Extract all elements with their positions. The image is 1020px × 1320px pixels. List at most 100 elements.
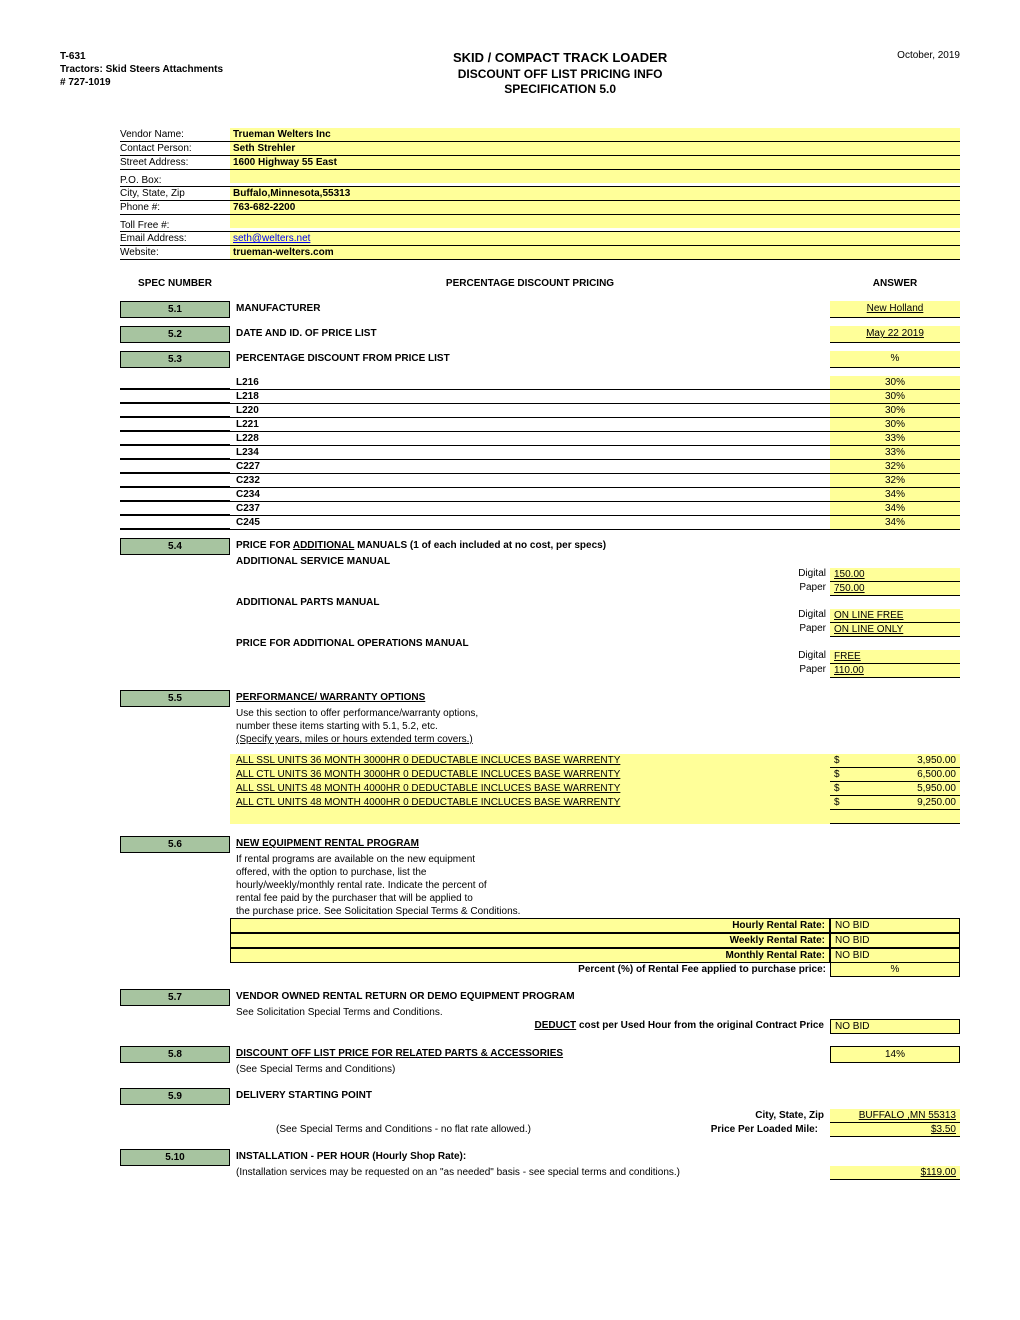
ops-manual-row: PRICE FOR ADDITIONAL OPERATIONS MANUAL: [120, 637, 960, 650]
rental-line1: If rental programs are available on the …: [230, 853, 960, 866]
ops-digital-row: Digital FREE: [120, 650, 960, 664]
model-row: C23434%: [120, 488, 960, 502]
spec-title: DISCOUNT OFF LIST PRICE FOR RELATED PART…: [230, 1046, 830, 1063]
vendor-label: Website:: [120, 247, 230, 258]
model-name: L234: [230, 446, 830, 459]
model-name: L221: [230, 418, 830, 431]
install-row: (Installation services may be requested …: [120, 1166, 960, 1180]
rental-line4: rental fee paid by the purchaser that wi…: [230, 892, 960, 905]
paper-label: Paper: [770, 623, 830, 637]
col-description: PERCENTAGE DISCOUNT PRICING: [230, 278, 830, 289]
spec-number: 5.5: [120, 690, 230, 707]
model-row: L22833%: [120, 432, 960, 446]
weekly-label: Weekly Rental Rate:: [230, 933, 830, 948]
ops-paper-row: Paper 110.00: [120, 664, 960, 678]
weekly-value: NO BID: [830, 933, 960, 948]
rental-line3: hourly/weekly/monthly rental rate. Indic…: [230, 879, 960, 892]
vendor-row: Email Address:seth@welters.net: [120, 232, 960, 246]
spec-title: PERFORMANCE/ WARRANTY OPTIONS: [230, 690, 830, 707]
spec-5-5: 5.5 PERFORMANCE/ WARRANTY OPTIONS: [120, 690, 960, 707]
spec-title: VENDOR OWNED RENTAL RETURN OR DEMO EQUIP…: [230, 989, 830, 1006]
deduct-rest: cost per Used Hour from the original Con…: [576, 1020, 824, 1031]
hourly-rental-row: Hourly Rental Rate: NO BID: [230, 918, 960, 933]
model-row: L22030%: [120, 404, 960, 418]
vendor-value: trueman-welters.com: [230, 246, 960, 259]
model-discount: 34%: [830, 516, 960, 529]
warranty-empty-row: [120, 810, 960, 824]
vendor-row: Vendor Name:Trueman Welters Inc: [120, 128, 960, 142]
spec-desc: PRICE FOR ADDITIONAL MANUALS (1 of each …: [230, 538, 830, 555]
paper-label: Paper: [770, 582, 830, 596]
model-name: C227: [230, 460, 830, 473]
vendor-value: [230, 215, 960, 228]
model-name: C245: [230, 516, 830, 529]
spec-number: 5.6: [120, 836, 230, 853]
monthly-label: Monthly Rental Rate:: [230, 948, 830, 963]
spec-5-9: 5.9 DELIVERY STARTING POINT: [120, 1088, 960, 1105]
model-row: C23734%: [120, 502, 960, 516]
model-name: C234: [230, 488, 830, 501]
service-paper-value: 750.00: [830, 582, 960, 596]
spec-number: 5.1: [120, 301, 230, 318]
digital-label: Digital: [770, 650, 830, 664]
doc-category: Tractors: Skid Steers Attachments: [60, 63, 223, 76]
deduct-label: DEDUCT cost per Used Hour from the origi…: [230, 1019, 830, 1034]
warranty-row: ALL CTL UNITS 36 MONTH 3000HR 0 DEDUCTAB…: [120, 768, 960, 782]
warranty-price: $9,250.00: [830, 796, 960, 810]
model-discount: 30%: [830, 390, 960, 403]
city-label: City, State, Zip: [230, 1109, 830, 1123]
service-paper-row: Paper 750.00: [120, 582, 960, 596]
mile-label: Price Per Loaded Mile:: [711, 1124, 824, 1136]
vendor-value[interactable]: seth@welters.net: [230, 232, 960, 245]
parts-paper-value: ON LINE ONLY: [830, 623, 960, 637]
warranty-line1: Use this section to offer performance/wa…: [230, 707, 960, 720]
hourly-label: Hourly Rental Rate:: [230, 918, 830, 933]
service-manual-label: ADDITIONAL SERVICE MANUAL: [230, 555, 960, 568]
deduct-row: DEDUCT cost per Used Hour from the origi…: [120, 1019, 960, 1034]
pct-rental-row: Percent (%) of Rental Fee applied to pur…: [230, 963, 960, 977]
parts-note: (See Special Terms and Conditions): [230, 1063, 960, 1076]
header-center: SKID / COMPACT TRACK LOADER DISCOUNT OFF…: [453, 50, 667, 98]
model-row: C22732%: [120, 460, 960, 474]
model-discount: 32%: [830, 460, 960, 473]
pct-label: Percent (%) of Rental Fee applied to pur…: [230, 963, 830, 977]
delivery-mile-row: (See Special Terms and Conditions - no f…: [120, 1123, 960, 1137]
col-spec-number: SPEC NUMBER: [120, 278, 230, 289]
page-subtitle-2: SPECIFICATION 5.0: [453, 82, 667, 98]
model-row: C24534%: [120, 516, 960, 530]
ops-paper-value: 110.00: [830, 664, 960, 678]
spec-number: 5.4: [120, 538, 230, 555]
weekly-rental-row: Weekly Rental Rate: NO BID: [230, 933, 960, 948]
parts-paper-row: Paper ON LINE ONLY: [120, 623, 960, 637]
page-title: SKID / COMPACT TRACK LOADER: [453, 50, 667, 67]
model-discount: 30%: [830, 418, 960, 431]
digital-label: Digital: [770, 568, 830, 582]
vendor-label: City, State, Zip: [120, 188, 230, 199]
model-discount: 33%: [830, 446, 960, 459]
spec-number: 5.10: [120, 1149, 230, 1166]
warranty-row: ALL SSL UNITS 48 MONTH 4000HR 0 DEDUCTAB…: [120, 782, 960, 796]
model-name: L220: [230, 404, 830, 417]
vendor-label: Phone #:: [120, 202, 230, 213]
vendor-label: P.O. Box:: [120, 175, 230, 186]
spec-title: INSTALLATION - PER HOUR (Hourly Shop Rat…: [230, 1149, 830, 1166]
vendor-value: Seth Strehler: [230, 142, 960, 155]
warranty-desc: ALL SSL UNITS 36 MONTH 3000HR 0 DEDUCTAB…: [230, 754, 830, 768]
model-discount: 30%: [830, 376, 960, 389]
label-manuals: MANUALS (1 of each included at no cost, …: [354, 540, 606, 551]
doc-number: # 727-1019: [60, 76, 223, 89]
vendor-label: Contact Person:: [120, 143, 230, 154]
vendor-row: Contact Person:Seth Strehler: [120, 142, 960, 156]
spec-answer: May 22 2019: [830, 326, 960, 343]
vendor-row: P.O. Box:: [120, 170, 960, 187]
model-name: L228: [230, 432, 830, 445]
warranty-price: $6,500.00: [830, 768, 960, 782]
spacer: [830, 538, 960, 555]
model-row: L22130%: [120, 418, 960, 432]
spec-5-10: 5.10 INSTALLATION - PER HOUR (Hourly Sho…: [120, 1149, 960, 1166]
spec-title: NEW EQUIPMENT RENTAL PROGRAM: [230, 836, 830, 853]
warranty-price: $5,950.00: [830, 782, 960, 796]
spec-number: 5.7: [120, 989, 230, 1006]
vendor-value: 1600 Highway 55 East: [230, 156, 960, 169]
service-digital-row: Digital 150.00: [120, 568, 960, 582]
